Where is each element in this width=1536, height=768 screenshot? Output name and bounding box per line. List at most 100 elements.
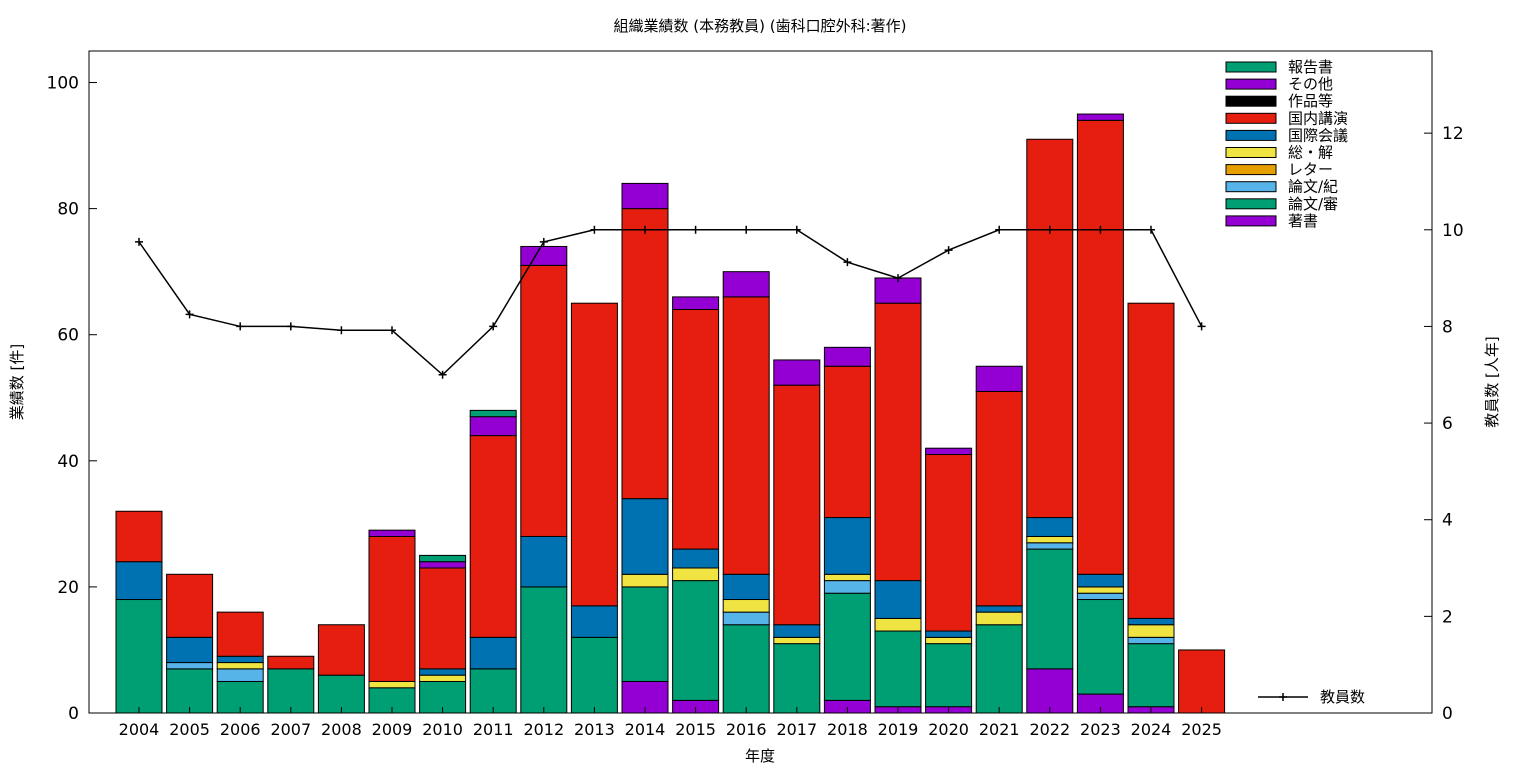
legend-line-marker [1279, 693, 1287, 701]
legend-swatch [1225, 112, 1277, 124]
bar-segment [773, 643, 821, 714]
x-tick-label: 2025 [1181, 720, 1222, 739]
y2-axis-label: 教員数 [人年] [1483, 336, 1501, 427]
line-point [236, 322, 245, 331]
bar-segment [469, 409, 517, 418]
legend-label: 総・解 [1288, 144, 1333, 162]
bar-segment [1076, 586, 1124, 594]
plot-frame [88, 50, 1433, 714]
bar-segment [115, 561, 163, 601]
bar-segment [672, 548, 720, 569]
bar-segment [722, 573, 770, 601]
y-axis-label: 業績数 [件] [8, 344, 26, 420]
bar-segment [621, 182, 669, 210]
bar-segment [1076, 599, 1124, 695]
line-point [388, 326, 396, 335]
legend-swatch [1225, 215, 1277, 227]
bar-segment [773, 624, 821, 638]
bar-segment [1026, 668, 1074, 714]
bar-segment [1076, 592, 1124, 601]
legend-label: その他 [1288, 75, 1333, 93]
x-tick-label: 2016 [726, 720, 767, 739]
line-series-path [138, 229, 1203, 376]
bar-segment [216, 611, 264, 657]
bar-segment [1026, 542, 1074, 550]
bar-segment [1127, 624, 1175, 638]
legend-swatch [1225, 61, 1277, 73]
bar-segment [1127, 643, 1175, 708]
bar-segment [520, 535, 568, 588]
bar-segment [773, 636, 821, 645]
y2-tick-label: 6 [1442, 414, 1453, 434]
line-point [1147, 225, 1155, 234]
legend-label: 報告書 [1288, 58, 1333, 76]
legend-label: 著書 [1288, 212, 1318, 230]
bar-segment [722, 271, 770, 298]
x-tick-label: 2020 [928, 720, 969, 739]
bar-segment [874, 630, 922, 708]
line-point [995, 225, 1004, 234]
bar-segment [874, 580, 922, 619]
legend-label: レター [1288, 161, 1333, 179]
bar-segment [1026, 517, 1074, 537]
x-tick-label: 2005 [169, 720, 210, 739]
y2-axis: 0 2 4 6 8 10 12 [1424, 124, 1464, 724]
x-tick-label: 2021 [979, 720, 1020, 739]
line-point [1197, 322, 1206, 331]
bar-segment [216, 662, 264, 670]
bar-segment [1127, 617, 1175, 626]
bar-segment [823, 580, 871, 594]
x-tick-label: 2012 [523, 720, 564, 739]
x-axis: 2004 2005 2006 2007 2008 2009 2010 2011 2012 2013… [119, 707, 1222, 739]
bar-segment [368, 680, 416, 689]
bar-segment [267, 668, 315, 714]
line-point [1045, 225, 1054, 234]
bar-segment [166, 636, 214, 664]
bar-segment [722, 611, 770, 626]
line-point [944, 246, 953, 255]
bar-segment [823, 573, 871, 582]
bar-segment [216, 668, 264, 682]
bar-segment [773, 384, 821, 626]
legend-label: 国際会議 [1288, 126, 1348, 144]
y-tick-label: 80 [57, 200, 79, 220]
bar-segment [1026, 138, 1074, 519]
bar-segment [722, 296, 770, 575]
bar-segment [773, 359, 821, 386]
bar-segment [469, 416, 517, 437]
bar-segment [925, 643, 973, 708]
bar-segment [672, 567, 720, 582]
bar-segment [368, 535, 416, 682]
x-tick-label: 2011 [473, 720, 514, 739]
bar-segment [570, 605, 618, 638]
plot-bars [115, 113, 1226, 714]
x-tick-label: 2010 [422, 720, 463, 739]
bar-segment [469, 636, 517, 670]
bar-segment [115, 599, 163, 714]
y-tick-label: 0 [68, 704, 79, 724]
legend-label: 国内講演 [1288, 109, 1348, 127]
bar-segment [874, 617, 922, 632]
y-tick-label: 60 [57, 326, 79, 346]
bar-segment [419, 561, 467, 569]
bar-segment [1026, 548, 1074, 670]
y2-tick-label: 4 [1442, 511, 1453, 531]
legend-swatch [1225, 147, 1277, 158]
x-tick-label: 2004 [119, 720, 160, 739]
bar-segment [975, 624, 1023, 714]
x-tick-label: 2018 [827, 720, 868, 739]
bar-segment [166, 668, 214, 714]
bar-segment [975, 390, 1023, 607]
legend-swatch [1225, 198, 1277, 210]
x-axis-label: 年度 [745, 747, 775, 765]
bar-segment [975, 365, 1023, 392]
bar-segment [975, 611, 1023, 626]
bar-segment [874, 302, 922, 582]
bar-segment [216, 655, 264, 664]
bar-segment [925, 447, 973, 456]
line-point [742, 225, 751, 234]
y2-tick-label: 8 [1442, 317, 1453, 337]
bar-segment [267, 655, 315, 670]
x-tick-label: 2019 [878, 720, 919, 739]
legend-swatch [1225, 95, 1277, 107]
